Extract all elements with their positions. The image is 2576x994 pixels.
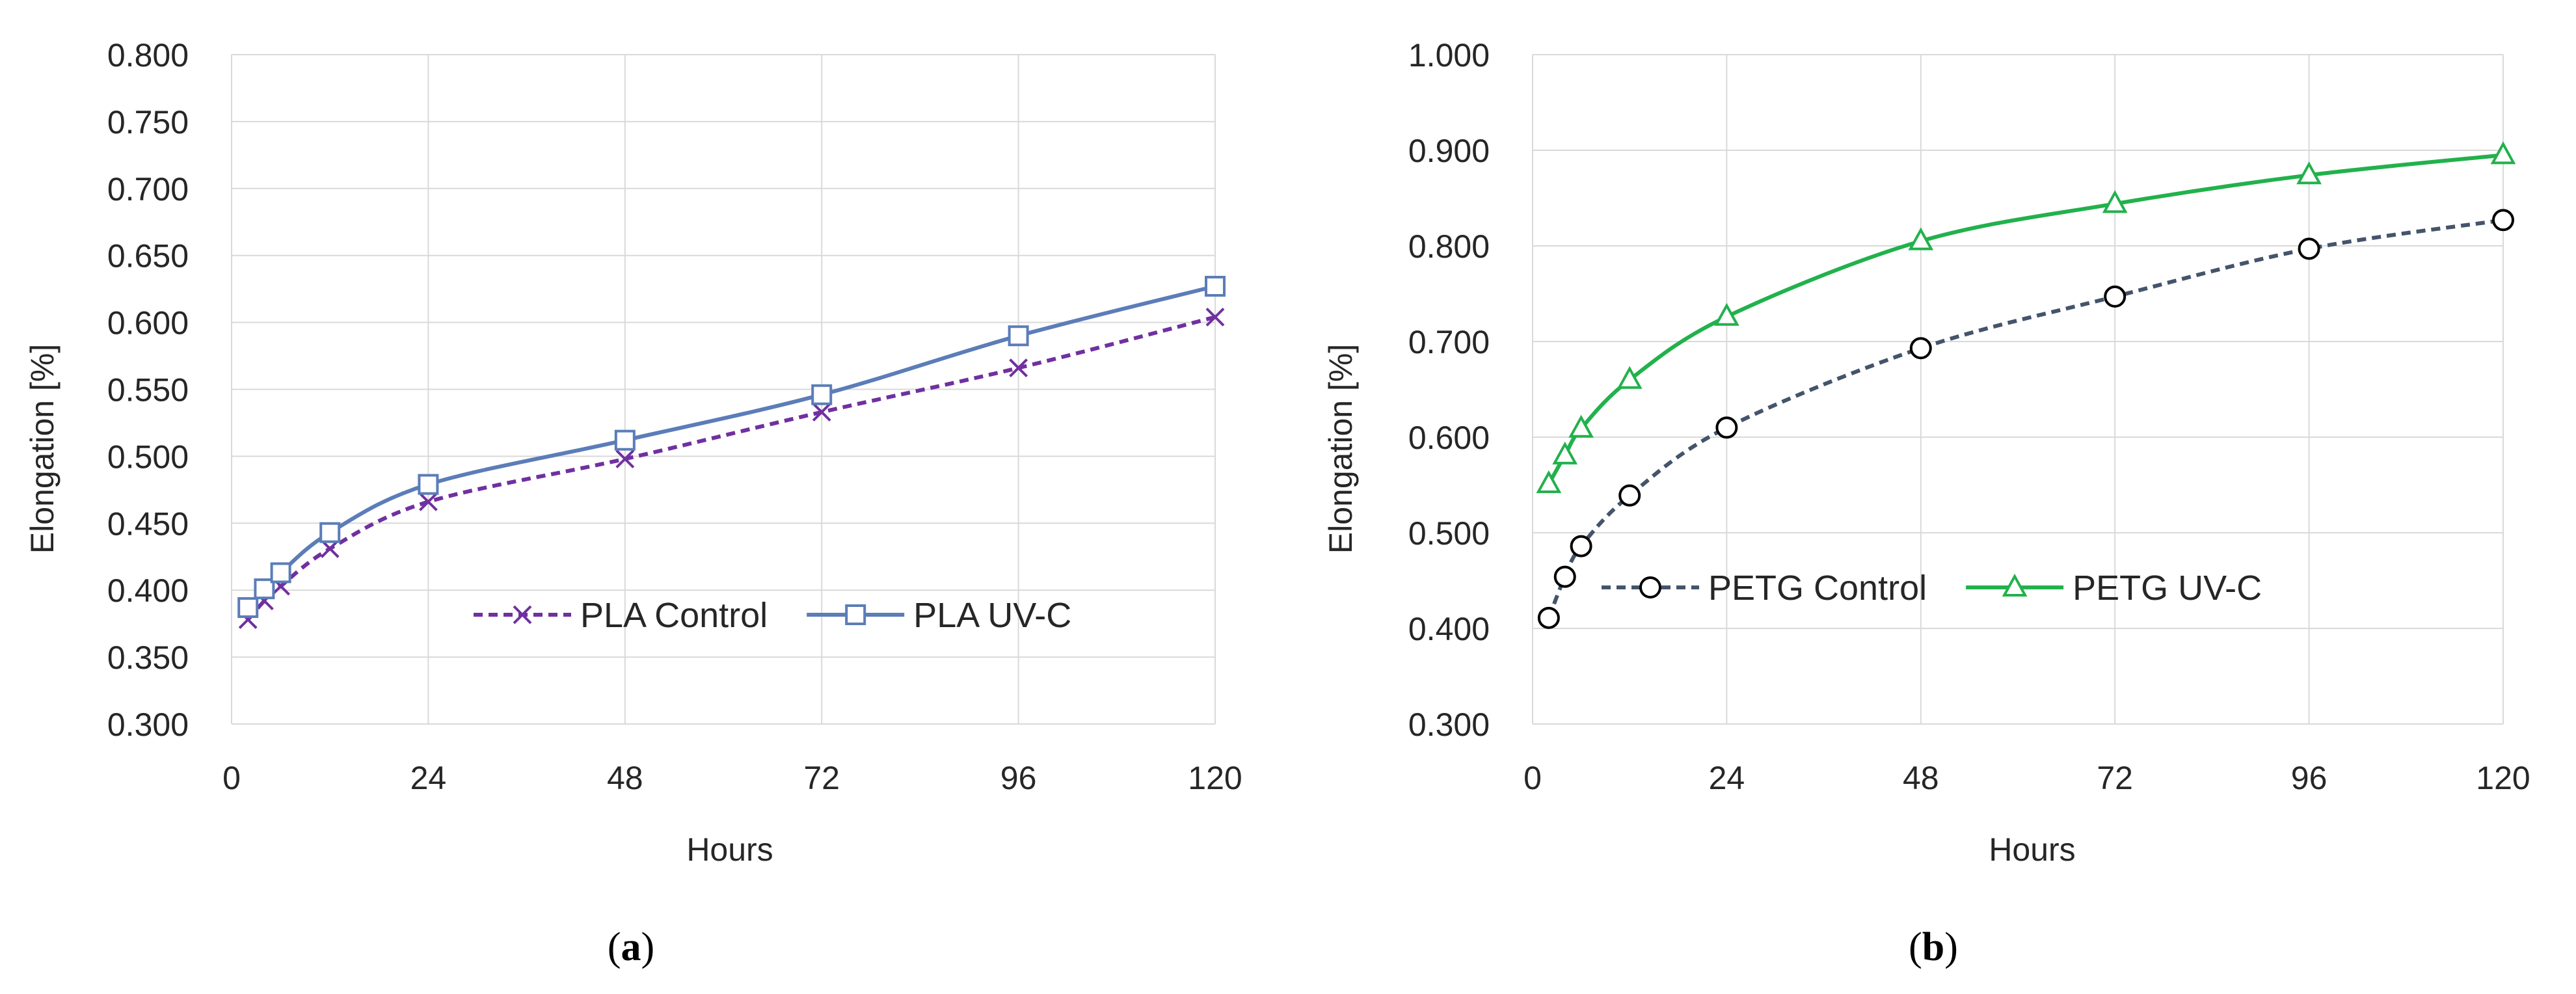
data-point [1553, 565, 1576, 588]
x-tick-label: 96 [1000, 760, 1037, 796]
x-tick-label: 48 [1903, 760, 1939, 796]
x-tick-label: 96 [2291, 760, 2328, 796]
data-point [320, 539, 340, 558]
x-tick-label: 48 [607, 760, 643, 796]
caption-letter-a: a [621, 925, 641, 969]
chart-panel-a: 0.300 0.350 0.400 0.450 0.500 0.550 0.600 0.650… [24, 37, 1242, 969]
data-point [319, 522, 341, 543]
data-point [1008, 325, 1029, 347]
data-point [615, 450, 635, 468]
y-tick-label: 0.600 [107, 305, 189, 342]
x-axis-title-a: Hours [686, 831, 773, 868]
y-tick-label: 0.800 [107, 37, 189, 74]
x-tick-label: 72 [803, 760, 840, 796]
y-tick-labels-b: 0.300 0.400 0.500 0.600 0.700 0.800 0.900 1.000 [1408, 37, 1490, 743]
y-tick-label: 0.400 [1408, 611, 1490, 647]
caption-b: (b) [1909, 925, 1958, 969]
data-point [1568, 414, 1594, 438]
x-tick-label: 0 [1523, 760, 1542, 796]
data-point [1537, 606, 1560, 629]
data-point [812, 403, 831, 422]
legend-marker [513, 605, 532, 625]
legend-label: PETG Control [1708, 569, 1927, 608]
legend-marker [1639, 576, 1661, 598]
legend-b: PETG Control PETG UV-C [1602, 569, 2262, 608]
data-point [1909, 337, 1932, 360]
x-axis-title-b: Hours [1989, 831, 2075, 868]
legend-marker [845, 604, 866, 625]
x-tick-label: 0 [222, 760, 241, 796]
data-point [254, 578, 275, 600]
data-point [2298, 237, 2320, 260]
data-point [1536, 470, 1562, 494]
data-point [1205, 276, 1226, 297]
x-tick-label: 24 [1709, 760, 1745, 796]
data-point [418, 474, 439, 495]
data-point [2102, 190, 2128, 213]
data-point [1009, 358, 1028, 377]
y-tick-label: 0.450 [107, 505, 189, 542]
data-point [2492, 209, 2514, 232]
data-point [1205, 307, 1225, 327]
data-point [418, 492, 438, 511]
legend-label: PLA Control [580, 596, 768, 635]
x-tick-label: 120 [2476, 760, 2530, 796]
y-tick-label: 1.000 [1408, 37, 1490, 74]
y-tick-label: 0.400 [107, 572, 189, 609]
legend-marker [2002, 573, 2028, 597]
caption-a: (a) [608, 925, 654, 969]
y-tick-label: 0.300 [107, 706, 189, 743]
data-point [1570, 535, 1592, 557]
legend-label: PETG UV-C [2073, 569, 2262, 608]
data-point [2490, 141, 2516, 165]
y-tick-label: 0.900 [1408, 133, 1490, 169]
chart-panel-b: 0.300 0.400 0.500 0.600 0.700 0.800 0.900 1.000… [1322, 37, 2530, 969]
data-point [1715, 416, 1738, 439]
x-tick-labels-b: 0 24 48 72 96 120 [1523, 760, 2530, 796]
data-point [1552, 441, 1578, 464]
data-point [2296, 161, 2322, 185]
y-tick-label: 0.700 [107, 171, 189, 208]
y-tick-label: 0.600 [1408, 420, 1490, 456]
y-tick-label: 0.800 [1408, 228, 1490, 265]
y-tick-labels-a: 0.300 0.350 0.400 0.450 0.500 0.550 0.600 0.650… [107, 37, 189, 743]
y-tick-label: 0.500 [1408, 515, 1490, 552]
y-tick-label: 0.650 [107, 238, 189, 275]
data-point [1617, 366, 1643, 389]
x-tick-labels-a: 0 24 48 72 96 120 [222, 760, 1242, 796]
y-tick-label: 0.550 [107, 372, 189, 409]
data-point [1618, 484, 1641, 507]
y-tick-label: 0.700 [1408, 324, 1490, 360]
x-tick-label: 120 [1188, 760, 1242, 796]
y-tick-label: 0.750 [107, 104, 189, 141]
y-axis-title-b: Elongation [%] [1322, 344, 1359, 554]
data-point [2104, 285, 2127, 308]
data-point [614, 429, 636, 451]
x-tick-label: 72 [2097, 760, 2133, 796]
data-point [237, 597, 259, 618]
y-tick-label: 0.350 [107, 639, 189, 676]
data-point [811, 384, 833, 405]
data-point [270, 562, 291, 584]
y-axis-title-a: Elongation [%] [24, 344, 60, 554]
y-tick-label: 0.500 [107, 438, 189, 475]
x-tick-label: 24 [410, 760, 447, 796]
data-point [1908, 227, 1934, 250]
legend-label: PLA UV-C [913, 596, 1071, 635]
series-layer-b [1536, 141, 2516, 629]
legend-a: PLA Control PLA UV-C [474, 596, 1071, 635]
grid-lines-a [231, 54, 1216, 725]
y-tick-label: 0.300 [1408, 706, 1490, 743]
data-point [1714, 302, 1739, 326]
series-layer-a [237, 276, 1226, 629]
caption-letter-b: b [1922, 925, 1944, 969]
